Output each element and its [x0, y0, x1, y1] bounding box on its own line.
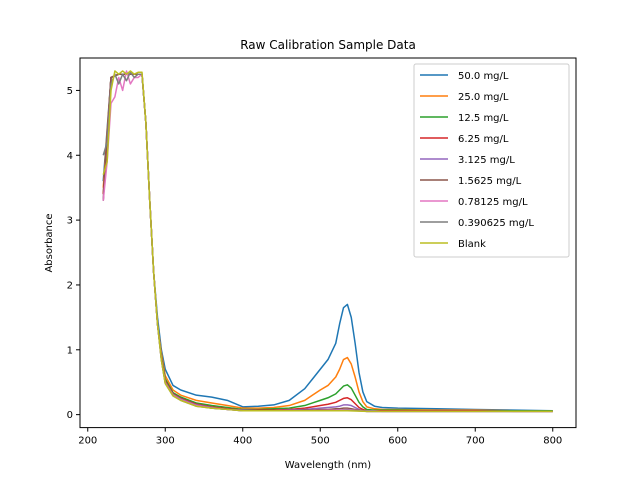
x-tick-label-6: 800 — [543, 436, 562, 447]
x-tick-label-5: 700 — [466, 436, 485, 447]
y-tick-label-4: 4 — [67, 151, 73, 162]
legend: 50.0 mg/L 25.0 mg/L 12.5 mg/L 6.25 mg/L 3.12… — [413, 63, 570, 258]
legend-label-3: 6.25 mg/L — [458, 134, 509, 145]
legend-label-4: 3.125 mg/L — [458, 155, 515, 166]
legend-label-2: 12.5 mg/L — [458, 113, 509, 124]
plot-frame — [79, 57, 577, 429]
x-axis-label: Wavelength (nm) — [285, 460, 371, 471]
series-line-8 — [102, 70, 553, 413]
legend-label-6: 0.78125 mg/L — [458, 197, 528, 208]
y-tick-label-3: 3 — [67, 216, 73, 227]
legend-label-0: 50.0 mg/L — [458, 71, 509, 82]
legend-label-1: 25.0 mg/L — [458, 92, 509, 103]
y-tick-label-5: 5 — [67, 86, 73, 97]
legend-label-7: 0.390625 mg/L — [458, 218, 534, 229]
series-layer — [102, 70, 553, 413]
y-tick-label-2: 2 — [67, 280, 73, 291]
x-tick-label-3: 500 — [311, 436, 330, 447]
legend-label-8: Blank — [458, 239, 486, 250]
x-tick-label-2: 400 — [233, 436, 252, 447]
ticks-layer: 200 300 400 500 600 700 800 0 1 2 3 4 5 — [67, 86, 563, 447]
chart-title: Raw Calibration Sample Data — [240, 38, 416, 52]
y-tick-label-1: 1 — [67, 345, 73, 356]
y-tick-label-0: 0 — [67, 410, 73, 421]
legend-frame — [413, 63, 570, 258]
x-tick-label-4: 600 — [388, 436, 407, 447]
x-tick-label-0: 200 — [78, 436, 97, 447]
legend-label-5: 1.5625 mg/L — [458, 176, 522, 187]
y-axis-label: Absorbance — [44, 213, 55, 272]
x-tick-label-1: 300 — [156, 436, 175, 447]
